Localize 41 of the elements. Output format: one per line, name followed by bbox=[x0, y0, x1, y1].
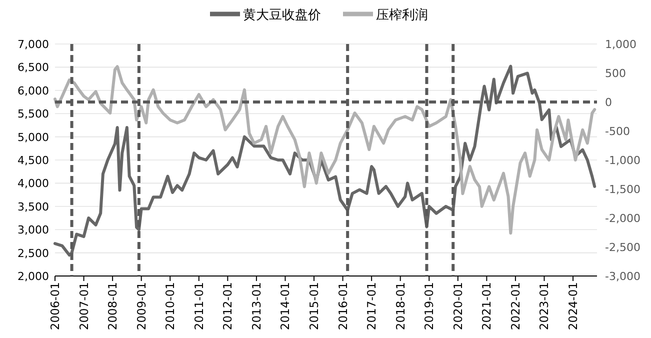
x-tick-label: 2018-01 bbox=[393, 282, 408, 330]
y-tick-label: 6,000 bbox=[18, 84, 49, 98]
y2-tick-label: -1,000 bbox=[605, 154, 640, 167]
y2-tick-label: -2,500 bbox=[605, 241, 640, 254]
y-tick-label: 2,500 bbox=[18, 246, 49, 260]
x-tick-label: 2013-01 bbox=[249, 282, 264, 330]
x-tick-label: 2009-01 bbox=[134, 282, 148, 330]
x-tick-label: 2016-01 bbox=[336, 282, 350, 330]
x-tick-label: 2010-01 bbox=[163, 282, 178, 330]
y-tick-label: 3,500 bbox=[18, 200, 49, 214]
y-tick-label: 5,500 bbox=[18, 108, 49, 121]
y2-tick-label: 0 bbox=[605, 96, 612, 109]
y2-tick-label: -1,500 bbox=[605, 183, 640, 196]
y-tick-label: 7,000 bbox=[18, 38, 49, 51]
x-tick-label: 2023-01 bbox=[537, 282, 552, 330]
x-tick-label: 2007-01 bbox=[76, 282, 91, 330]
x-tick-label: 2015-01 bbox=[307, 282, 322, 330]
x-tick-label: 2008-01 bbox=[106, 282, 120, 330]
y2-tick-label: -500 bbox=[605, 125, 630, 138]
y2-tick-label: -3,000 bbox=[605, 270, 640, 283]
y-tick-label: 5,000 bbox=[18, 130, 49, 144]
y-tick-label: 4,000 bbox=[18, 177, 49, 190]
x-tick-label: 2014-01 bbox=[278, 282, 292, 330]
y-tick-label: 6,500 bbox=[18, 61, 49, 74]
y-tick-label: 4,500 bbox=[18, 154, 49, 167]
y-tick-label: 3,000 bbox=[18, 224, 49, 237]
legend-label: 黄大豆收盘价 bbox=[243, 8, 321, 23]
x-tick-label: 2012-01 bbox=[220, 282, 235, 330]
y2-tick-label: 1,000 bbox=[605, 38, 636, 51]
x-tick-label: 2022-01 bbox=[508, 282, 522, 330]
x-tick-label: 2011-01 bbox=[192, 282, 206, 330]
x-tick-label: 2020-01 bbox=[450, 282, 465, 330]
x-tick-label: 2021-01 bbox=[480, 282, 494, 330]
y2-tick-label: 500 bbox=[605, 67, 626, 80]
x-tick-label: 2024-01 bbox=[566, 282, 580, 330]
y2-tick-label: -2,000 bbox=[605, 212, 640, 225]
x-tick-label: 2017-01 bbox=[364, 282, 379, 330]
y-tick-label: 2,000 bbox=[18, 270, 49, 283]
legend-label: 压榨利润 bbox=[376, 8, 428, 23]
x-tick-label: 2019-01 bbox=[422, 282, 436, 330]
x-tick-label: 2006-01 bbox=[48, 282, 62, 330]
